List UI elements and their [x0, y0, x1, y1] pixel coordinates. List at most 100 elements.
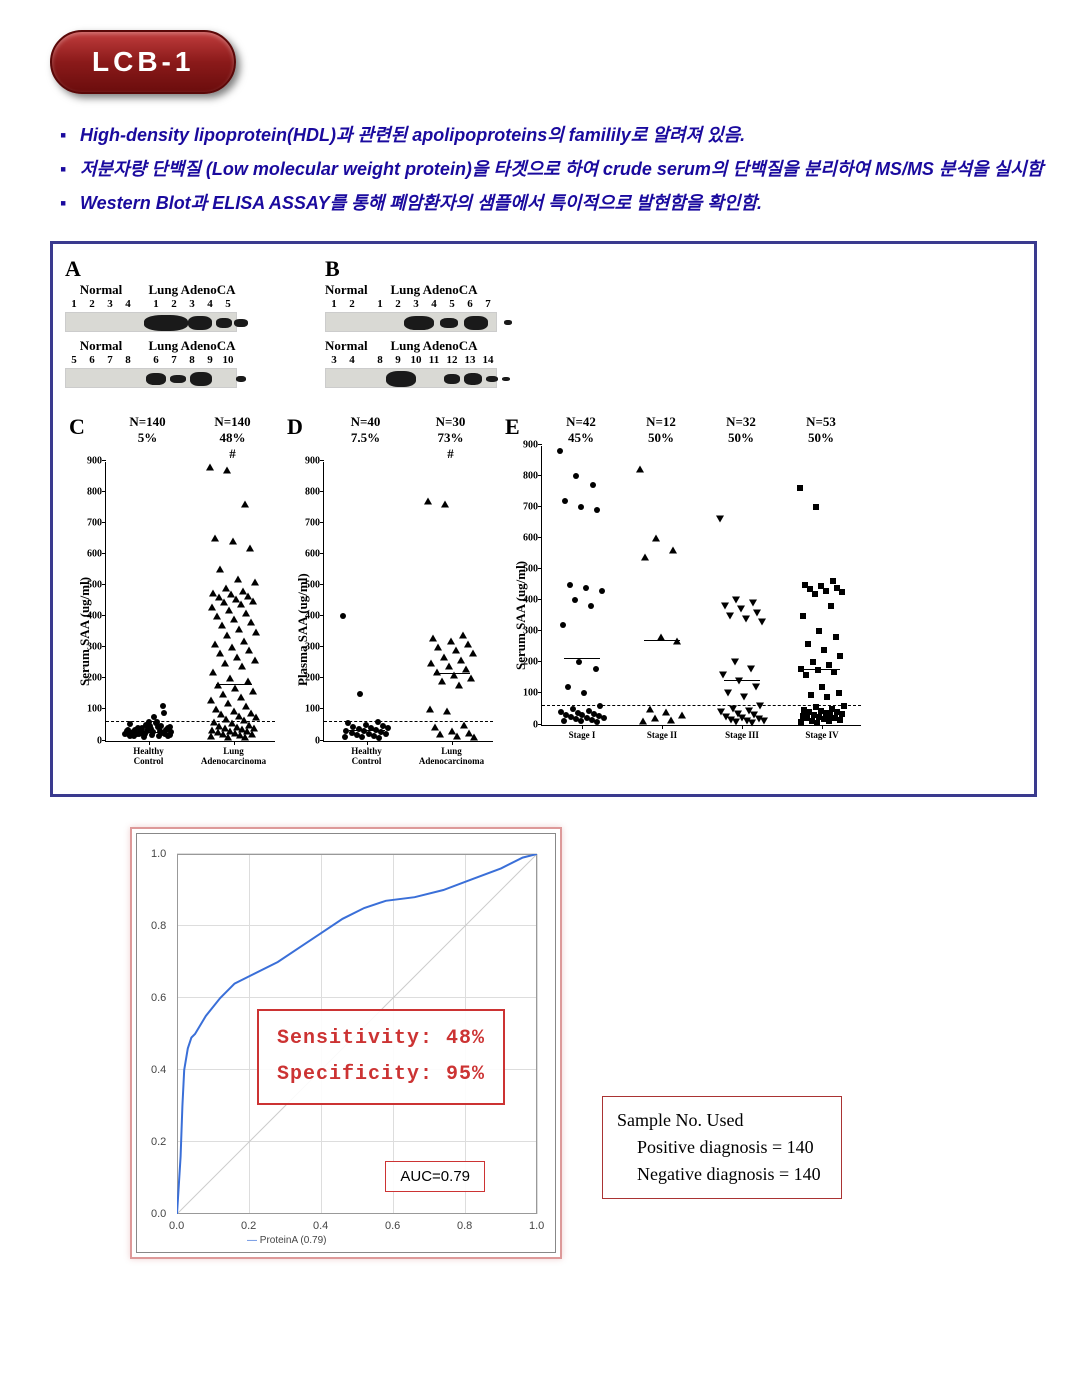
- data-point: [760, 718, 768, 725]
- data-point: [826, 662, 832, 668]
- data-point: [452, 647, 460, 654]
- data-point: [590, 482, 596, 488]
- data-point: [165, 733, 171, 739]
- data-point: [464, 641, 472, 648]
- data-point: [639, 718, 647, 725]
- data-point: [224, 733, 232, 740]
- data-point: [424, 498, 432, 505]
- data-point: [453, 732, 461, 739]
- title-badge: LCB-1: [50, 30, 236, 94]
- data-point: [815, 667, 821, 673]
- data-point: [440, 653, 448, 660]
- scatter-panel-C: CN=140N=1405%48%#Serum SAA (ug/ml)010020…: [65, 414, 275, 782]
- data-point: [359, 734, 365, 740]
- data-point: [833, 634, 839, 640]
- x-tick-label: Stage IV: [782, 730, 862, 740]
- data-point: [213, 613, 221, 620]
- data-point: [651, 715, 659, 722]
- data-point: [652, 534, 660, 541]
- data-point: [252, 628, 260, 635]
- data-point: [224, 700, 232, 707]
- data-point: [438, 678, 446, 685]
- data-point: [220, 599, 228, 606]
- data-point: [462, 666, 470, 673]
- data-point: [218, 622, 226, 629]
- data-point: [839, 711, 845, 717]
- data-point: [142, 731, 148, 737]
- scatter-row: CN=140N=1405%48%#Serum SAA (ug/ml)010020…: [65, 414, 1022, 782]
- data-point: [719, 671, 727, 678]
- data-point: [230, 616, 238, 623]
- data-point: [226, 675, 234, 682]
- panel-letter: C: [69, 414, 85, 440]
- data-point: [469, 650, 477, 657]
- data-point: [206, 463, 214, 470]
- data-point: [839, 589, 845, 595]
- data-point: [434, 644, 442, 651]
- data-point: [572, 597, 578, 603]
- data-point: [427, 659, 435, 666]
- data-point: [248, 730, 256, 737]
- sample-negative: Negative diagnosis = 140: [617, 1161, 821, 1188]
- data-point: [209, 669, 217, 676]
- data-point: [251, 578, 259, 585]
- data-point: [219, 690, 227, 697]
- x-tick-label: Stage II: [622, 730, 702, 740]
- data-point: [740, 693, 748, 700]
- data-point: [636, 466, 644, 473]
- data-point: [837, 717, 843, 723]
- roc-plot: 0.00.20.40.60.81.00.00.20.40.60.81.0 Sen…: [136, 833, 556, 1253]
- bullet-list: High-density lipoprotein(HDL)과 관련된 apoli…: [60, 118, 1047, 221]
- bullet-item: High-density lipoprotein(HDL)과 관련된 apoli…: [60, 118, 1047, 152]
- data-point: [667, 716, 675, 723]
- data-point: [241, 501, 249, 508]
- data-point: [841, 703, 847, 709]
- data-point: [573, 473, 579, 479]
- data-point: [814, 720, 820, 726]
- data-point: [576, 659, 582, 665]
- data-point: [242, 610, 250, 617]
- data-point: [457, 656, 465, 663]
- data-point: [385, 725, 391, 731]
- data-point: [470, 734, 478, 741]
- data-point: [228, 644, 236, 651]
- x-tick-label: HealthyControl: [106, 746, 191, 766]
- data-point: [601, 715, 607, 721]
- data-point: [216, 650, 224, 657]
- data-point: [830, 578, 836, 584]
- data-point: [819, 684, 825, 690]
- data-point: [732, 597, 740, 604]
- data-point: [450, 672, 458, 679]
- data-point: [560, 622, 566, 628]
- data-point: [593, 666, 599, 672]
- data-point: [238, 662, 246, 669]
- data-point: [581, 690, 587, 696]
- data-point: [436, 731, 444, 738]
- data-point: [455, 681, 463, 688]
- y-axis-label: Serum SAA (ug/ml): [77, 577, 93, 686]
- data-point: [237, 694, 245, 701]
- data-point: [752, 684, 760, 691]
- data-point: [673, 637, 681, 644]
- data-point: [805, 641, 811, 647]
- data-point: [244, 678, 252, 685]
- data-point: [800, 613, 806, 619]
- data-point: [135, 725, 141, 731]
- scatter-panel-E: EN=42N=12N=32N=5345%50%50%50%Serum SAA (…: [501, 414, 861, 782]
- x-tick-label: LungAdenocarcinoma: [409, 746, 494, 766]
- data-point: [251, 656, 259, 663]
- data-point: [565, 684, 571, 690]
- data-point: [826, 718, 832, 724]
- data-point: [240, 638, 248, 645]
- x-tick-label: Stage I: [542, 730, 622, 740]
- data-point: [726, 612, 734, 619]
- data-point: [812, 591, 818, 597]
- western-blot-row: A NormalLung AdenoCA123412345NormalLung …: [65, 256, 1022, 394]
- data-point: [459, 631, 467, 638]
- panel-letter: D: [287, 414, 303, 440]
- data-point: [753, 609, 761, 616]
- data-point: [445, 662, 453, 669]
- data-point: [562, 498, 568, 504]
- data-point: [824, 694, 830, 700]
- data-point: [721, 603, 729, 610]
